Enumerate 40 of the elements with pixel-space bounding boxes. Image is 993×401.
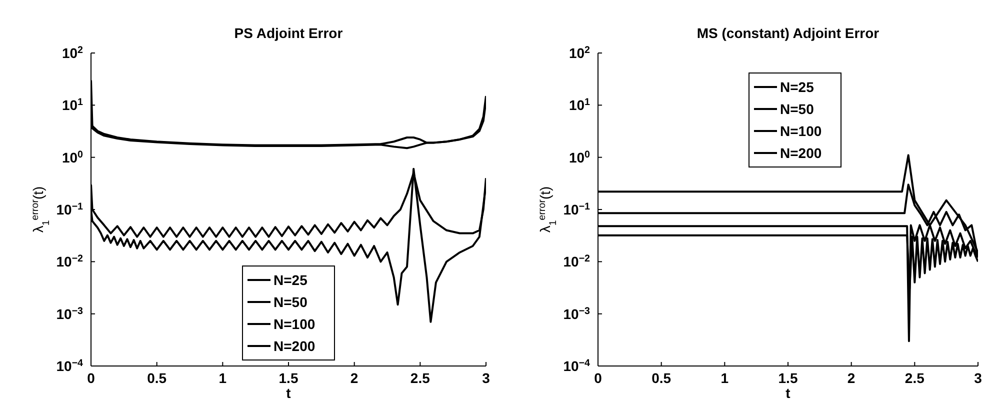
y-tick-label: 10$^{2}$ [62, 44, 84, 61]
y-tick-label: 10$^{−4}$ [56, 358, 84, 374]
legend-label: N=100 [274, 316, 316, 332]
legend-label: N=25 [780, 79, 814, 95]
x-tick-label: 3 [482, 370, 490, 386]
legend-label: N=200 [274, 338, 316, 354]
y-tick-label: 10$^{1}$ [568, 96, 591, 114]
x-tick-label: 2.5 [410, 370, 430, 386]
x-tick-label: 0 [594, 370, 602, 386]
legend-label: N=200 [780, 145, 822, 161]
y-tick-label: 10$^{−2}$ [56, 253, 84, 270]
y-tick-label: 10$^{−4}$ [563, 358, 591, 374]
x-tick-label: 2 [350, 370, 358, 386]
x-tick-label: 0.5 [147, 370, 167, 386]
x-tick-label: 0.5 [652, 370, 672, 386]
x-tick-label: 1.5 [778, 370, 798, 386]
y-tick-label: 10$^{−3}$ [56, 305, 84, 322]
legend-label: N=100 [780, 123, 822, 139]
x-tick-label: 0 [87, 370, 96, 386]
x-tick-label: 1 [720, 370, 729, 386]
y-tick-label: 10$^{−1}$ [563, 201, 591, 218]
x-tick-label: 2.5 [904, 370, 925, 386]
x-tick-label: 1 [218, 370, 227, 386]
legend-label: N=50 [274, 294, 308, 310]
y-tick-label: 10$^{−3}$ [563, 305, 591, 322]
y-tick-label: 10$^{−2}$ [563, 253, 591, 270]
x-axis-title: t [286, 385, 292, 401]
legend-label: N=50 [780, 101, 814, 117]
chart-title: PS Adjoint Error [234, 25, 344, 41]
y-tick-label: 10$^{−1}$ [56, 201, 84, 218]
x-tick-label: 3 [974, 370, 982, 386]
chart-title: MS (constant) Adjoint Error [696, 25, 880, 41]
y-tick-label: 10$^{0}$ [62, 148, 84, 166]
y-tick-label: 10$^{0}$ [568, 148, 591, 166]
x-axis-title: t [786, 385, 791, 401]
y-tick-label: 10$^{1}$ [62, 96, 84, 114]
legend-label: N=25 [274, 272, 308, 288]
y-tick-label: 10$^{2}$ [568, 44, 591, 61]
x-tick-label: 2 [847, 370, 856, 386]
x-tick-label: 1.5 [278, 370, 298, 386]
